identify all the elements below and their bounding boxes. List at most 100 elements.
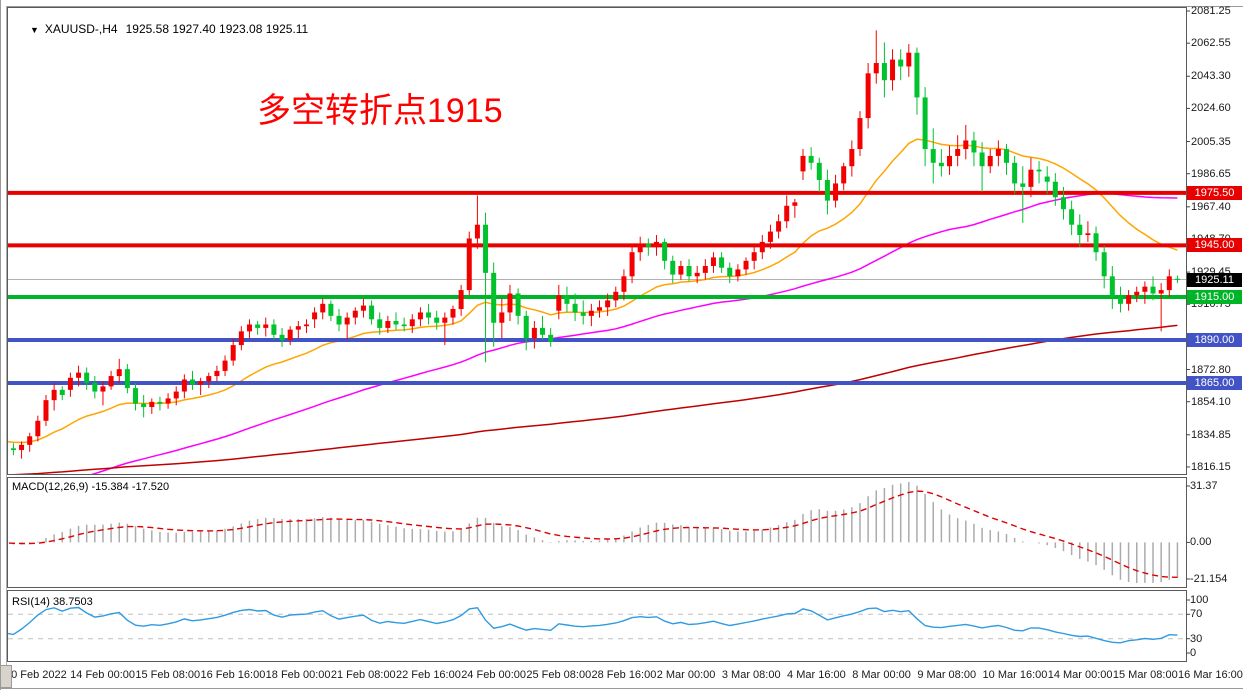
candle-body [458, 290, 464, 309]
candle-body [849, 149, 855, 167]
candle-body [1077, 224, 1083, 236]
candle-body [1044, 176, 1050, 182]
candle-body [670, 260, 676, 275]
candle-body [1126, 295, 1132, 304]
candle-body [206, 376, 212, 382]
candle-body [1060, 197, 1066, 210]
symbol-period-label: XAUUSD-,H4 [44, 22, 118, 36]
candle-body [426, 312, 432, 318]
candle-body [890, 59, 896, 81]
candle-body [776, 221, 782, 232]
candle-body [141, 403, 147, 408]
level-price-label[interactable]: 1975.50 [1187, 185, 1242, 200]
candle-body [727, 267, 733, 277]
macd-axis-tick-label: 0.00 [1190, 536, 1212, 549]
candle-body [491, 272, 497, 323]
candle-body [1052, 181, 1058, 198]
y-axis-tick-label: 1986.65 [1191, 167, 1231, 180]
candle-body [1109, 276, 1115, 297]
candle-body [385, 321, 391, 328]
level-price-label[interactable]: 1865.00 [1187, 375, 1242, 390]
candle-body [1166, 276, 1172, 291]
candle-body [678, 265, 684, 275]
candle-body [1069, 209, 1075, 225]
candle-body [710, 257, 716, 266]
candle-body [499, 312, 505, 323]
candle-body [76, 372, 82, 378]
candle-body [605, 300, 611, 308]
y-axis-tick-label: 2005.35 [1191, 135, 1231, 148]
x-axis-time-label: 21 Feb 08:00 [330, 669, 396, 681]
candle-body [214, 370, 220, 377]
y-axis-tick-label: 2062.55 [1191, 37, 1231, 50]
level-price-label[interactable]: 1945.00 [1187, 238, 1242, 253]
x-axis-time-label: 22 Feb 16:00 [396, 669, 461, 681]
symbol-dropdown-icon[interactable]: ▼ [30, 25, 39, 35]
candle-body [735, 269, 741, 277]
candle-body [873, 63, 879, 74]
candle-body [230, 345, 236, 361]
candle-body [824, 179, 830, 201]
candle-body [653, 241, 659, 248]
y-axis-tick-label: 2043.30 [1191, 70, 1231, 83]
candle-body [352, 310, 358, 318]
y-axis-tick-label: 2024.60 [1191, 102, 1231, 115]
candle-body [613, 291, 619, 301]
x-axis-time-label: 16 Feb 16:00 [200, 669, 266, 681]
candle-body [979, 152, 985, 167]
candle-body [108, 376, 114, 387]
candle-body [719, 257, 725, 268]
level-price-label[interactable]: 1915.00 [1187, 289, 1242, 304]
candle-body [100, 386, 106, 392]
current-price-label: 1925.11 [1187, 272, 1242, 287]
candle-body [238, 331, 244, 346]
macd-label: MACD(12,26,9) -15.384 -17.520 [12, 481, 170, 493]
rsi-panel-frame [7, 590, 1187, 662]
candle-body [1158, 290, 1164, 294]
candle-body [157, 401, 163, 404]
chart-title-bar: ▼ XAUUSD-,H4 1925.58 1927.40 1923.08 1925.… [30, 22, 308, 36]
x-axis-time-label: 9 Mar 08:00 [917, 669, 977, 681]
candle-body [922, 97, 928, 150]
x-axis-time-label: 14 Mar 00:00 [1047, 669, 1113, 681]
rsi-label: RSI(14) 38.7503 [12, 596, 93, 608]
y-axis-tick-label: 1834.85 [1191, 428, 1231, 441]
candle-body [572, 303, 578, 313]
candle-body [246, 324, 252, 332]
x-axis-time-label: 4 Mar 16:00 [787, 669, 846, 681]
candle-body [906, 52, 912, 67]
x-axis-time-label: 24 Feb 00:00 [461, 669, 527, 681]
candle-body [393, 321, 399, 325]
candle-body [360, 305, 366, 311]
annotation-text: 多空转折点1915 [257, 92, 503, 130]
candle-body [751, 252, 757, 261]
candle-body [898, 59, 904, 67]
candle-body [1150, 286, 1156, 294]
candle-body [43, 400, 49, 421]
candle-body [629, 252, 635, 277]
candle-body [401, 324, 407, 327]
y-axis-tick-label: 2081.25 [1191, 5, 1231, 17]
candle-body [10, 448, 16, 451]
candle-body [1174, 278, 1180, 280]
candle-body [784, 205, 790, 222]
candle-body [1028, 169, 1034, 187]
candle-body [279, 334, 285, 340]
candle-body [181, 379, 187, 392]
candle-body [417, 312, 423, 320]
rsi-axis-tick-label: 100 [1190, 594, 1209, 606]
candle-body [686, 265, 692, 277]
candle-body [35, 420, 41, 437]
candle-body [1036, 169, 1042, 172]
candle-body [995, 149, 1001, 156]
y-axis-tick-label: 1967.40 [1191, 200, 1231, 213]
candle-body [1101, 252, 1107, 277]
candle-body [303, 324, 309, 327]
level-price-label[interactable]: 1890.00 [1187, 332, 1242, 347]
main-panel-frame [7, 7, 1187, 475]
candle-body [1012, 162, 1018, 184]
candle-body [149, 401, 155, 408]
candle-body [743, 260, 749, 270]
candle-body [1134, 291, 1140, 296]
